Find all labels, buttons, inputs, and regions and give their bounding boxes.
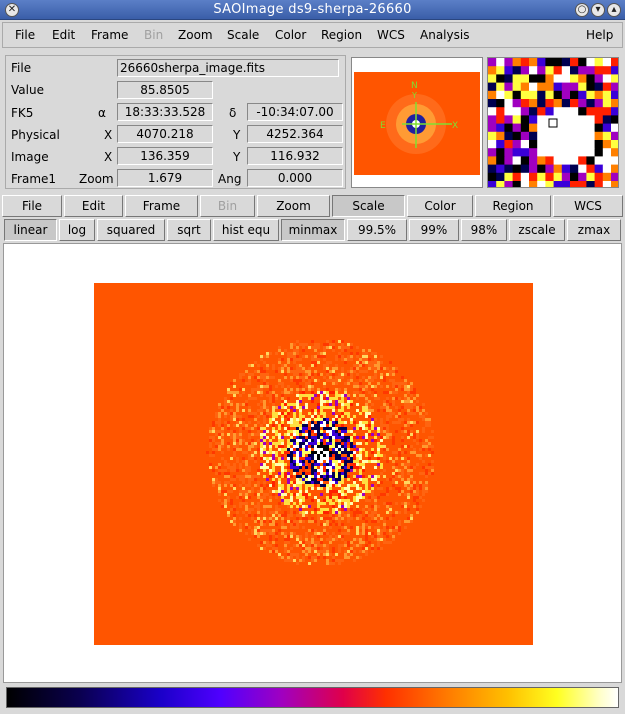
ang-label: Ang xyxy=(218,172,242,186)
btn-scale-squared[interactable]: squared xyxy=(97,219,165,241)
fk5-label: FK5 xyxy=(11,106,34,120)
magnifier-view xyxy=(488,58,618,187)
btn-wcs[interactable]: WCS xyxy=(553,195,623,217)
btn-scale-minmax[interactable]: minmax xyxy=(281,219,345,241)
panner-view[interactable]: N E X Y xyxy=(352,58,482,187)
btn-region[interactable]: Region xyxy=(475,195,551,217)
image-label: Image xyxy=(11,150,49,164)
panner-east-label: E xyxy=(380,121,386,131)
frame-label: Frame1 xyxy=(11,172,57,186)
physical-y-value: 4252.364 xyxy=(247,125,343,143)
scale-button-bar: linear log squared sqrt hist equ minmax … xyxy=(2,219,623,241)
image-y-value: 116.932 xyxy=(247,147,343,165)
btn-scale-99-5[interactable]: 99.5% xyxy=(347,219,407,241)
menu-scale[interactable]: Scale xyxy=(227,28,260,42)
physical-label: Physical xyxy=(11,128,60,142)
btn-zoom[interactable]: Zoom xyxy=(257,195,330,217)
btn-scale-zscale[interactable]: zscale xyxy=(509,219,565,241)
btn-file[interactable]: File xyxy=(2,195,62,217)
button-bar: File Edit Frame Bin Zoom Scale Color Reg… xyxy=(2,195,623,217)
title-bar[interactable]: ✕ SAOImage ds9-sherpa-26660 ○ ▾ ▴ xyxy=(0,0,625,20)
btn-scale-zmax[interactable]: zmax xyxy=(567,219,621,241)
btn-scale-linear[interactable]: linear xyxy=(4,219,57,241)
delta-value: -10:34:07.00 xyxy=(247,103,343,121)
panner-y-label: Y xyxy=(411,91,417,100)
btn-scale-sqrt[interactable]: sqrt xyxy=(167,219,211,241)
physical-y-label: Y xyxy=(233,128,241,142)
menu-edit[interactable]: Edit xyxy=(52,28,76,42)
window-title: SAOImage ds9-sherpa-26660 xyxy=(213,2,412,17)
ang-value: 0.000 xyxy=(247,169,343,187)
panner-x-label: X xyxy=(452,121,458,131)
menu-zoom[interactable]: Zoom xyxy=(178,28,213,42)
minimize-icon[interactable]: ▾ xyxy=(591,3,605,17)
btn-scale-98[interactable]: 98% xyxy=(461,219,507,241)
physical-x-label: X xyxy=(104,128,113,142)
fits-image-render[interactable] xyxy=(94,283,533,645)
close-icon[interactable]: ✕ xyxy=(5,3,19,17)
alpha-label: α xyxy=(98,106,106,120)
btn-scale[interactable]: Scale xyxy=(332,195,405,217)
pixel-value: 85.8505 xyxy=(117,81,213,99)
image-frame[interactable] xyxy=(3,243,622,683)
btn-scale-histequ[interactable]: hist equ xyxy=(213,219,279,241)
zoom-label: Zoom xyxy=(79,172,114,186)
zoom-value: 1.679 xyxy=(117,169,213,187)
fits-image[interactable] xyxy=(94,283,533,645)
image-x-value: 136.359 xyxy=(117,147,213,165)
menu-analysis[interactable]: Analysis xyxy=(420,28,470,42)
file-label: File xyxy=(11,61,32,75)
menu-help[interactable]: Help xyxy=(586,28,614,42)
menu-frame[interactable]: Frame xyxy=(91,28,129,42)
colorbar[interactable] xyxy=(6,687,619,708)
image-x-label: X xyxy=(104,150,113,164)
btn-edit[interactable]: Edit xyxy=(64,195,123,217)
menu-file[interactable]: File xyxy=(15,28,36,42)
menu-wcs[interactable]: WCS xyxy=(377,28,405,42)
menu-color[interactable]: Color xyxy=(275,28,307,42)
physical-x-value: 4070.218 xyxy=(117,125,213,143)
maximize-icon[interactable]: ▴ xyxy=(607,3,621,17)
btn-bin: Bin xyxy=(200,195,255,217)
shade-icon[interactable]: ○ xyxy=(575,3,589,17)
magnifier-cursor xyxy=(548,118,558,128)
menu-region[interactable]: Region xyxy=(321,28,363,42)
btn-scale-99[interactable]: 99% xyxy=(409,219,459,241)
menu-bin: Bin xyxy=(144,28,164,42)
value-label: Value xyxy=(11,83,44,97)
menu-bar: File Edit Frame Bin Zoom Scale Color Reg… xyxy=(2,22,623,48)
alpha-value: 18:33:33.528 xyxy=(117,103,213,121)
panner-north-label: N xyxy=(411,81,418,91)
delta-label: δ xyxy=(229,106,237,120)
btn-frame[interactable]: Frame xyxy=(125,195,198,217)
file-value: 26660sherpa_image.fits xyxy=(117,59,339,77)
image-y-label: Y xyxy=(233,150,241,164)
btn-color[interactable]: Color xyxy=(407,195,473,217)
info-panel: File 26660sherpa_image.fits Value 85.850… xyxy=(5,55,346,189)
magnifier xyxy=(487,57,619,188)
btn-scale-log[interactable]: log xyxy=(59,219,95,241)
panner[interactable]: N E X Y xyxy=(351,57,483,188)
